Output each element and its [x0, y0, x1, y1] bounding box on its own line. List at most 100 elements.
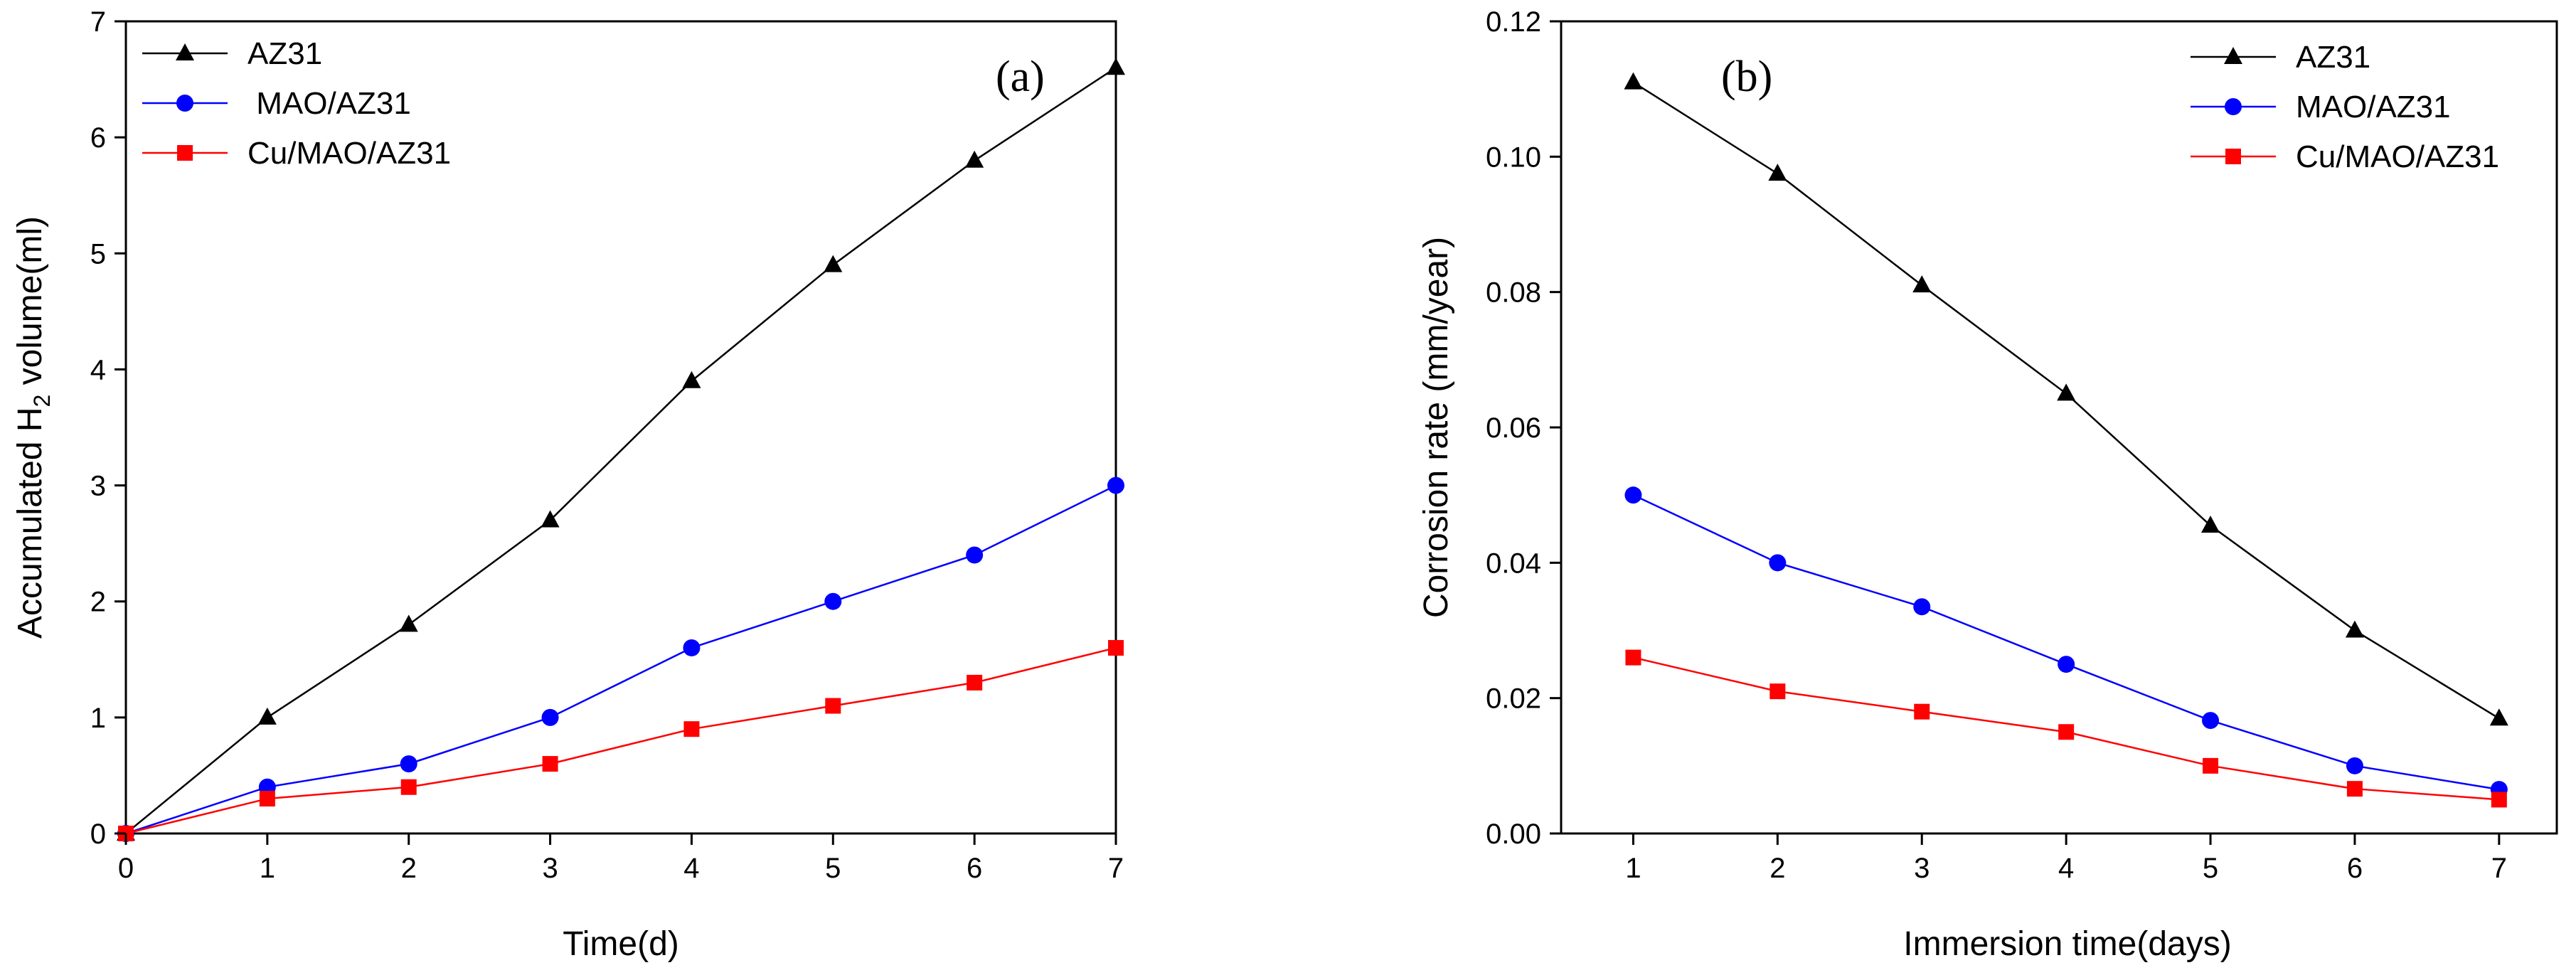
legend-b: AZ31 MAO/AZ31 Cu/MAO/AZ31 — [2191, 40, 2499, 174]
data-point-a-mao-az31-6 — [966, 546, 984, 564]
x-tick-label-b-3: 4 — [2058, 853, 2074, 884]
data-point-a-mao-az31-4 — [683, 639, 701, 656]
y-tick-label-a-6: 6 — [90, 122, 106, 154]
data-point-b-cu-mao-az31-0 — [1625, 649, 1641, 666]
x-ticks-b: 1 2 3 4 5 6 7 — [1625, 833, 2507, 884]
data-point-b-az31-1 — [1768, 164, 1787, 181]
y-axis-label-b: Corrosion rate (mm/year) — [1417, 237, 1455, 618]
data-point-a-az31-6 — [965, 150, 984, 168]
legend-label-a-cu-mao-az31: Cu/MAO/AZ31 — [248, 136, 451, 171]
y-tick-label-b-6: 0.12 — [1486, 6, 1541, 38]
legend-label-b-mao-az31: MAO/AZ31 — [2296, 90, 2451, 124]
data-point-b-az31-5 — [2345, 620, 2364, 638]
y-axis-label-a-prefix: Accumulated H — [11, 407, 49, 639]
y-tick-label-a-0: 0 — [90, 819, 106, 850]
data-point-a-az31-2 — [399, 614, 418, 632]
x-tick-label-a-4: 4 — [683, 853, 699, 884]
x-tick-label-b-2: 3 — [1914, 853, 1930, 884]
y-tick-label-a-7: 7 — [90, 6, 106, 38]
series-layer-b — [1624, 72, 2508, 808]
y-tick-label-a-3: 3 — [90, 471, 106, 502]
legend-label-b-cu-mao-az31: Cu/MAO/AZ31 — [2296, 139, 2499, 174]
data-point-b-mao-az31-0 — [1624, 486, 1642, 504]
data-point-a-mao-az31-2 — [400, 755, 417, 773]
chart-panel-b: 1 2 3 4 5 6 7 0.00 0.02 0.04 0.06 0.08 0.10 0.12 (b)… — [1417, 6, 2558, 963]
series-line-a-cu-mao-az31 — [125, 646, 1117, 835]
data-point-b-mao-az31-4 — [2202, 712, 2220, 730]
data-point-a-cu-mao-az31-2 — [400, 779, 417, 795]
legend-marker-b-mao-az31 — [2225, 98, 2242, 115]
data-point-b-az31-4 — [2201, 515, 2220, 533]
x-axis-label-a: Time(d) — [563, 925, 679, 963]
data-point-b-mao-az31-5 — [2346, 757, 2363, 774]
x-axis-label-b: Immersion time(days) — [1903, 925, 2231, 963]
data-point-b-cu-mao-az31-4 — [2203, 757, 2219, 774]
data-point-a-az31-7 — [1107, 58, 1125, 75]
data-point-a-cu-mao-az31-1 — [259, 791, 275, 807]
data-point-b-cu-mao-az31-6 — [2491, 792, 2507, 808]
data-point-a-cu-mao-az31-7 — [1108, 639, 1124, 656]
data-point-a-mao-az31-7 — [1107, 476, 1124, 494]
x-tick-label-b-5: 6 — [2347, 853, 2363, 884]
data-point-b-mao-az31-1 — [1769, 554, 1787, 572]
series-line-a-mao-az31 — [125, 484, 1117, 835]
x-tick-label-a-3: 3 — [542, 853, 558, 884]
x-tick-label-b-0: 1 — [1625, 853, 1641, 884]
legend-label-a-mao-az31: MAO/AZ31 — [248, 86, 411, 121]
data-point-a-cu-mao-az31-4 — [683, 721, 700, 737]
y-tick-label-a-1: 1 — [90, 703, 106, 734]
data-point-a-cu-mao-az31-6 — [967, 674, 983, 691]
y-tick-label-b-2: 0.04 — [1486, 548, 1541, 579]
legend-label-b-az31: AZ31 — [2296, 40, 2370, 75]
y-ticks-b: 0.00 0.02 0.04 0.06 0.08 0.10 0.12 — [1486, 6, 1561, 850]
data-point-a-mao-az31-3 — [541, 708, 559, 726]
data-point-b-cu-mao-az31-3 — [2058, 724, 2075, 740]
data-point-a-mao-az31-5 — [824, 592, 842, 610]
legend-marker-a-cu-mao-az31 — [177, 145, 193, 161]
legend-label-a-az31: AZ31 — [248, 36, 322, 71]
y-tick-label-b-5: 0.10 — [1486, 142, 1541, 173]
x-tick-label-a-1: 1 — [260, 853, 275, 884]
y-tick-label-a-2: 2 — [90, 587, 106, 618]
y-tick-label-b-3: 0.06 — [1486, 412, 1541, 444]
data-point-b-cu-mao-az31-5 — [2346, 781, 2363, 797]
x-ticks-a: 0 1 2 3 4 5 6 7 — [118, 833, 1124, 884]
data-point-a-az31-4 — [682, 371, 701, 388]
data-point-b-cu-mao-az31-1 — [1769, 683, 1786, 700]
y-axis-label-a-subscript: 2 — [29, 395, 55, 407]
data-point-a-az31-3 — [541, 510, 560, 528]
panel-label-b: (b) — [1721, 53, 1772, 101]
x-tick-label-b-6: 7 — [2491, 853, 2507, 884]
data-point-a-cu-mao-az31-3 — [542, 756, 558, 772]
plot-frame-a — [124, 20, 1117, 835]
data-point-b-az31-6 — [2489, 708, 2508, 726]
x-tick-label-a-2: 2 — [401, 853, 417, 884]
data-point-b-az31-2 — [1912, 275, 1932, 293]
data-point-b-mao-az31-3 — [2058, 656, 2075, 673]
y-tick-label-b-0: 0.00 — [1486, 819, 1541, 850]
panel-label-a: (a) — [996, 53, 1045, 101]
data-point-a-cu-mao-az31-5 — [825, 698, 841, 714]
x-tick-label-b-1: 2 — [1769, 853, 1785, 884]
data-point-b-az31-0 — [1624, 72, 1643, 90]
data-point-a-az31-5 — [824, 255, 843, 272]
x-tick-label-a-7: 7 — [1108, 853, 1124, 884]
legend-marker-a-az31 — [176, 43, 194, 60]
y-tick-label-b-4: 0.08 — [1486, 277, 1541, 309]
y-ticks-a: 0 1 2 3 4 5 6 7 — [90, 6, 126, 850]
legend-marker-a-mao-az31 — [176, 95, 193, 112]
y-tick-label-a-5: 5 — [90, 238, 106, 270]
data-point-b-mao-az31-2 — [1913, 598, 1931, 616]
x-tick-label-a-6: 6 — [967, 853, 982, 884]
legend-marker-b-cu-mao-az31 — [2225, 149, 2241, 164]
x-tick-label-a-5: 5 — [825, 853, 841, 884]
series-line-b-mao-az31 — [1632, 494, 2500, 791]
data-point-a-az31-1 — [257, 707, 277, 725]
data-point-b-cu-mao-az31-2 — [1914, 703, 1930, 720]
y-tick-label-b-1: 0.02 — [1486, 683, 1541, 715]
series-layer-a — [117, 58, 1125, 842]
chart-panel-a: 0 1 2 3 4 5 6 7 0 1 2 3 4 5 6 7 (a) Time(d) Accumulate… — [11, 6, 1125, 963]
y-tick-label-a-4: 4 — [90, 354, 106, 385]
legend-a: AZ31 MAO/AZ31 Cu/MAO/AZ31 — [142, 36, 451, 171]
x-tick-label-b-4: 5 — [2203, 853, 2218, 884]
